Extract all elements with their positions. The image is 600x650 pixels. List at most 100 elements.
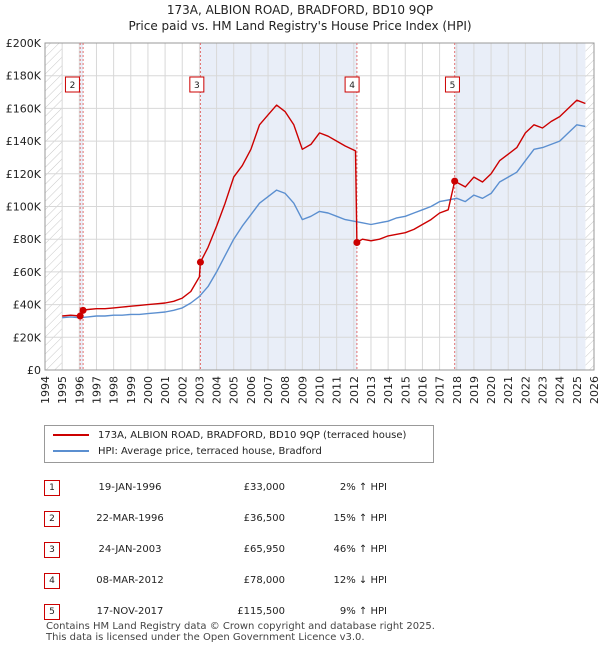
transaction-number-badge: 5 — [44, 603, 60, 620]
chart-legend: 173A, ALBION ROAD, BRADFORD, BD10 9QP (t… — [44, 425, 434, 463]
legend-item-hpi: HPI: Average price, terraced house, Brad… — [53, 444, 322, 460]
transaction-price: £33,000 — [243, 482, 285, 493]
marker-number: 4 — [349, 81, 355, 91]
x-tick-label: 2025 — [571, 376, 584, 404]
y-tick-label: £80K — [13, 233, 42, 246]
plot-border — [44, 42, 595, 371]
x-tick-label: 2000 — [142, 376, 155, 404]
legend-swatch-property — [53, 434, 89, 436]
transaction-date: 22-MAR-1996 — [96, 513, 164, 524]
marker-box — [64, 76, 80, 93]
table-row: 4 08-MAR-2012 £78,000 12% ↓ HPI — [44, 565, 387, 596]
y-tick-label: £40K — [13, 299, 42, 312]
legend-item-property: 173A, ALBION ROAD, BRADFORD, BD10 9QP (t… — [53, 428, 406, 444]
price-paid-line — [62, 99, 586, 317]
sale-point-4 — [353, 238, 361, 246]
footer-licence: This data is licensed under the Open Gov… — [46, 632, 365, 643]
x-tick-label: 2004 — [211, 376, 224, 404]
sale-point-1 — [76, 312, 84, 320]
x-tick-label: 2022 — [519, 376, 532, 404]
table-cell-num: 2 — [44, 503, 60, 534]
y-tick-label: £180K — [6, 70, 42, 83]
y-tick-label: £0 — [27, 364, 41, 377]
marker-label-2: 2 — [64, 76, 80, 93]
legend-label-property: 173A, ALBION ROAD, BRADFORD, BD10 9QP (t… — [98, 430, 407, 441]
x-tick-label: 2012 — [348, 376, 361, 404]
y-tick-label: £20K — [13, 331, 42, 344]
footer-copyright: Contains HM Land Registry data © Crown c… — [46, 621, 435, 632]
x-tick-label: 2026 — [588, 376, 600, 404]
transaction-hpi: 2% ↑ HPI — [339, 482, 387, 493]
transaction-hpi: 9% ↑ HPI — [339, 606, 387, 617]
x-tick-label: 2019 — [468, 376, 481, 404]
transaction-number-badge: 1 — [44, 479, 60, 496]
x-tick-label: 2018 — [451, 376, 464, 404]
table-row: 2 22-MAR-1996 £36,500 15% ↑ HPI — [44, 503, 387, 534]
x-tick-label: 2006 — [245, 376, 258, 404]
marker-box — [444, 76, 460, 93]
transaction-price: £78,000 — [243, 575, 285, 586]
transaction-number-badge: 4 — [44, 572, 60, 589]
transaction-hpi: 15% ↑ HPI — [333, 513, 387, 524]
table-cell-num: 5 — [44, 596, 60, 627]
y-tick-label: £60K — [13, 266, 42, 279]
legend-swatch-hpi — [53, 450, 89, 452]
transaction-price: £115,500 — [237, 606, 285, 617]
table-cell-num: 3 — [44, 534, 60, 565]
x-tick-label: 2007 — [262, 376, 275, 404]
x-tick-label: 2020 — [485, 376, 498, 404]
table-cell-num: 1 — [44, 472, 60, 503]
footer: Contains HM Land Registry data © Crown c… — [46, 621, 435, 643]
transaction-date: 17-NOV-2017 — [96, 606, 164, 617]
x-tick-label: 1994 — [39, 376, 52, 404]
table-cell-num: 4 — [44, 565, 60, 596]
x-tick-label: 2003 — [193, 376, 206, 404]
y-tick-label: £200K — [6, 37, 42, 50]
transaction-hpi: 12% ↓ HPI — [333, 575, 387, 586]
transaction-date: 24-JAN-2003 — [98, 544, 162, 555]
y-tick-label: £100K — [6, 201, 42, 214]
x-tick-label: 2002 — [176, 376, 189, 404]
y-tick-label: £160K — [6, 102, 42, 115]
transaction-price: £65,950 — [243, 544, 285, 555]
x-tick-label: 2023 — [537, 376, 550, 404]
table-row: 3 24-JAN-2003 £65,950 46% ↑ HPI — [44, 534, 387, 565]
x-tick-label: 2015 — [399, 376, 412, 404]
y-tick-label: £120K — [6, 168, 42, 181]
table-row: 1 19-JAN-1996 £33,000 2% ↑ HPI — [44, 472, 387, 503]
price-chart: £0 £20K £40K £60K £80K £100K £120K £140K £160K £1… — [6, 37, 600, 404]
transaction-price: £36,500 — [243, 513, 285, 524]
marker-box — [189, 76, 205, 93]
x-tick-label: 2005 — [228, 376, 241, 404]
x-tick-label: 2008 — [279, 376, 292, 404]
sale-point-2 — [79, 306, 87, 314]
transaction-date: 19-JAN-1996 — [98, 482, 162, 493]
x-tick-label: 1998 — [108, 376, 121, 404]
transaction-number-badge: 2 — [44, 510, 60, 527]
marker-label-5: 5 — [444, 76, 460, 93]
chart-subtitle: Price paid vs. HM Land Registry's House … — [128, 19, 472, 33]
x-tick-label: 1995 — [56, 376, 69, 404]
marker-number: 5 — [450, 81, 456, 91]
x-tick-label: 2021 — [502, 376, 515, 404]
x-tick-label: 2011 — [331, 376, 344, 404]
marker-box — [344, 76, 360, 93]
x-tick-label: 2014 — [382, 376, 395, 404]
x-tick-label: 2013 — [365, 376, 378, 404]
table-row: 5 17-NOV-2017 £115,500 9% ↑ HPI — [44, 596, 387, 627]
chart-title: 173A, ALBION ROAD, BRADFORD, BD10 9QP — [166, 3, 434, 17]
x-tick-label: 2010 — [314, 376, 327, 404]
x-tick-label: 2016 — [416, 376, 429, 404]
x-tick-label: 1996 — [73, 376, 86, 404]
x-tick-label: 2024 — [554, 376, 567, 404]
hpi-line — [62, 124, 586, 319]
marker-number: 2 — [70, 81, 76, 91]
x-tick-label: 1999 — [125, 376, 138, 404]
transaction-number-badge: 3 — [44, 541, 60, 558]
transaction-hpi: 46% ↑ HPI — [333, 544, 387, 555]
x-tick-label: 2009 — [296, 376, 309, 404]
sale-point-3 — [196, 258, 204, 266]
marker-label-4: 4 — [344, 76, 360, 93]
x-tick-label: 1997 — [90, 376, 103, 404]
legend-label-hpi: HPI: Average price, terraced house, Brad… — [98, 446, 322, 457]
